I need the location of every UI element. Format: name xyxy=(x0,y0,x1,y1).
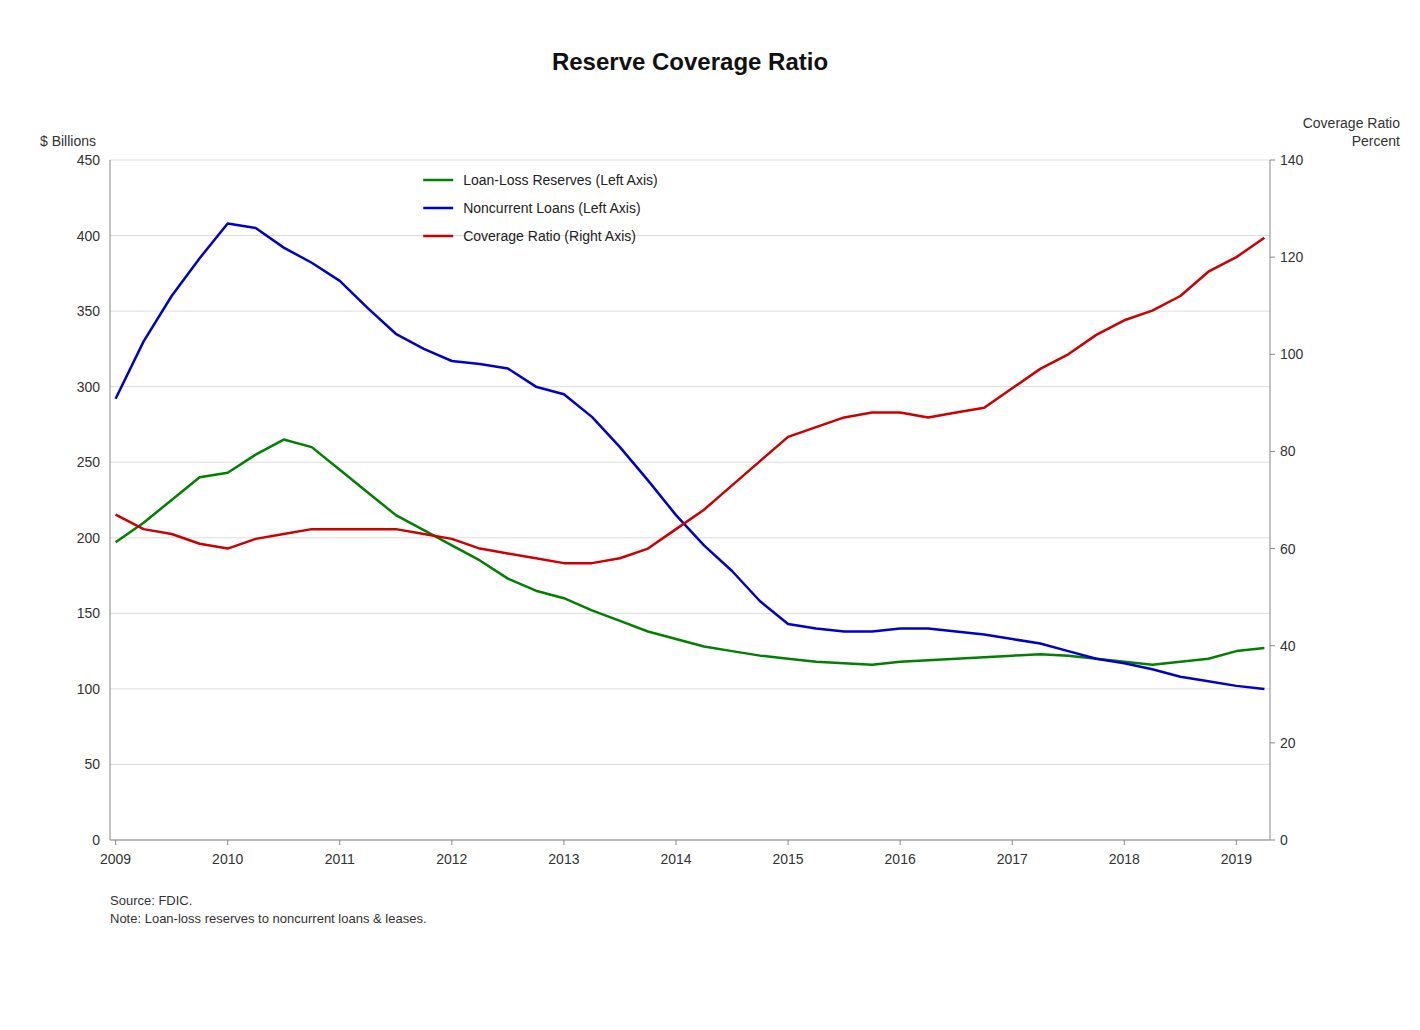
title: Reserve Coverage Ratio xyxy=(552,48,828,75)
text-line: Source: FDIC. xyxy=(110,893,192,908)
text-line: Percent xyxy=(1352,133,1400,149)
y-tick-label: 0 xyxy=(92,832,100,848)
y-tick-label: 150 xyxy=(77,605,101,621)
y2-tick-label: 120 xyxy=(1280,249,1304,265)
y2-tick xyxy=(1270,548,1275,549)
y2-axis-line xyxy=(1270,160,1271,840)
x-tick xyxy=(675,840,676,845)
annotation: Source: FDIC. Note: Loan-loss reserves to… xyxy=(110,893,427,926)
y2-tick-label: 20 xyxy=(1280,735,1296,751)
x-tick-label: 2012 xyxy=(436,851,467,867)
y-tick-label: 300 xyxy=(77,379,101,395)
x-tick xyxy=(1012,840,1013,845)
y2-tick xyxy=(1270,257,1275,258)
grid-line xyxy=(110,311,1270,312)
y2-tick xyxy=(1270,840,1275,841)
x-tick-label: 2016 xyxy=(885,851,916,867)
y-tick-label: 200 xyxy=(77,530,101,546)
y2-tick xyxy=(1270,742,1275,743)
grid-line xyxy=(110,613,1270,614)
legend-swatch xyxy=(423,207,453,210)
y-axis-line xyxy=(110,160,111,840)
x-tick-label: 2015 xyxy=(772,851,803,867)
x-tick-label: 2019 xyxy=(1221,851,1252,867)
background xyxy=(0,0,1420,1030)
x-tick-label: 2011 xyxy=(325,851,355,867)
y2-tick-label: 100 xyxy=(1280,346,1304,362)
chart: 0 50 100 150 200 250 300 350 400 450 0 20 40 60 80 100 1… xyxy=(0,0,1420,1030)
y2-tick xyxy=(1270,354,1275,355)
series-line xyxy=(116,223,1265,688)
x-axis-line xyxy=(110,840,1270,841)
grid-line xyxy=(110,235,1270,236)
x-tick xyxy=(1236,840,1237,845)
legend-label: Noncurrent Loans (Left Axis) xyxy=(463,200,640,216)
grid-line xyxy=(110,840,1270,841)
x-tick xyxy=(451,840,452,845)
y-tick-label: 400 xyxy=(77,228,101,244)
y2-tick xyxy=(1270,160,1275,161)
y2-tick-label: 140 xyxy=(1280,152,1304,168)
x-tick-label: 2017 xyxy=(997,851,1028,867)
x-tick-label: 2013 xyxy=(548,851,579,867)
y2-tick-label: 40 xyxy=(1280,638,1296,654)
grid-line xyxy=(110,688,1270,689)
x-tick xyxy=(339,840,340,845)
grid-line xyxy=(110,537,1270,538)
legend-swatch xyxy=(423,179,453,182)
x-tick xyxy=(563,840,564,845)
y2-tick xyxy=(1270,645,1275,646)
text-line: Coverage Ratio xyxy=(1303,115,1400,131)
legend: Loan-Loss Reserves (Left Axis) Noncurrent… xyxy=(423,172,658,244)
x-tick xyxy=(900,840,901,845)
grid-line xyxy=(110,764,1270,765)
y2-tick-label: 0 xyxy=(1280,832,1288,848)
x-tick-label: 2010 xyxy=(212,851,243,867)
series-group xyxy=(116,223,1265,688)
y-axis-label: $ Billions xyxy=(40,133,96,149)
y2-tick xyxy=(1270,451,1275,452)
grid xyxy=(110,160,1270,840)
text-line: Note: Loan-loss reserves to noncurrent l… xyxy=(110,911,427,926)
y2-tick-label: 80 xyxy=(1280,443,1296,459)
x-tick xyxy=(227,840,228,845)
y-tick-label: 50 xyxy=(84,756,100,772)
grid-line xyxy=(110,386,1270,387)
y-tick-label: 350 xyxy=(77,303,101,319)
x-tick xyxy=(115,840,116,845)
x-tick-label: 2009 xyxy=(100,851,131,867)
y2-tick-label: 60 xyxy=(1280,541,1296,557)
grid-line xyxy=(110,160,1270,161)
y-tick-label: 450 xyxy=(77,152,101,168)
legend-swatch xyxy=(423,235,453,238)
x-tick xyxy=(788,840,789,845)
y2-axis-label: Coverage Ratio Percent xyxy=(1303,115,1400,149)
series-line xyxy=(116,440,1265,665)
legend-label: Loan-Loss Reserves (Left Axis) xyxy=(463,172,658,188)
y-tick-label: 100 xyxy=(77,681,101,697)
y-tick-label: 250 xyxy=(77,454,101,470)
grid-line xyxy=(110,462,1270,463)
x-tick-label: 2014 xyxy=(660,851,691,867)
x-tick xyxy=(1124,840,1125,845)
legend-label: Coverage Ratio (Right Axis) xyxy=(463,228,636,244)
x-tick-label: 2018 xyxy=(1109,851,1140,867)
series-line xyxy=(116,238,1265,563)
